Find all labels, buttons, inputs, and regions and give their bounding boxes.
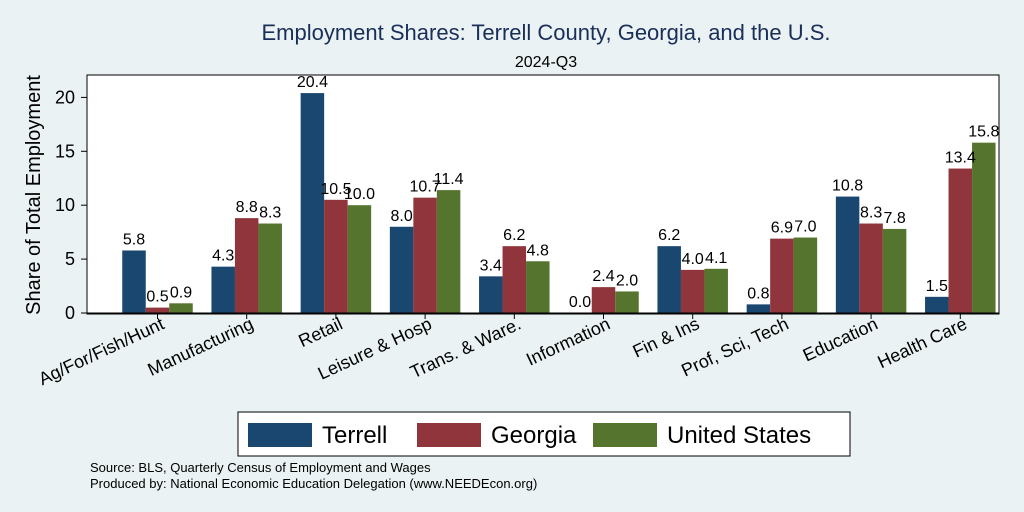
data-label: 4.3	[212, 248, 234, 265]
data-label: 4.1	[705, 250, 727, 267]
bar	[258, 223, 282, 313]
data-label: 10.8	[832, 178, 863, 195]
data-label: 6.2	[503, 227, 525, 244]
bar	[882, 228, 907, 313]
data-label: 2.4	[592, 268, 614, 285]
bar	[526, 261, 550, 313]
data-label: 0.8	[747, 285, 769, 302]
data-label: 8.3	[259, 205, 281, 222]
bar	[835, 196, 860, 313]
data-label: 11.4	[434, 171, 464, 188]
y-tick-label: 5	[65, 249, 75, 269]
y-axis: 0 5 10 15 20	[55, 75, 88, 323]
bar	[300, 93, 325, 313]
bar	[793, 237, 818, 313]
bar	[234, 218, 259, 313]
bar	[347, 205, 372, 313]
data-label: 7.0	[794, 219, 816, 236]
bar	[122, 250, 146, 313]
legend-box	[237, 411, 851, 457]
y-axis-label: Share of Total Employment	[23, 75, 45, 315]
bar	[502, 246, 527, 313]
data-label: 15.8	[968, 124, 999, 141]
data-label: 6.9	[771, 220, 793, 237]
data-label: 0.9	[170, 284, 192, 301]
bar	[746, 304, 771, 313]
bar	[770, 238, 794, 313]
chart-subtitle: 2024-Q3	[515, 54, 577, 71]
legend-swatch	[593, 423, 657, 447]
data-label: 0.5	[146, 289, 168, 306]
bar	[948, 168, 973, 313]
legend-label: Terrell	[322, 422, 387, 449]
data-label: 8.3	[860, 205, 882, 222]
data-label: 3.4	[480, 257, 502, 274]
data-label: 0.0	[569, 294, 591, 311]
bar	[925, 296, 949, 313]
bar	[657, 246, 681, 313]
bars	[122, 93, 996, 313]
data-labels: 5.80.5 0.94.38.8 8.320.410.510.08.010.711.…	[123, 74, 1000, 311]
y-tick-label: 20	[55, 87, 75, 107]
data-label: 10.7	[410, 179, 441, 196]
data-label: 13.4	[945, 150, 976, 167]
data-label: 8.8	[236, 199, 258, 216]
data-label: 8.0	[390, 208, 412, 225]
source-line-1: Source: BLS, Quarterly Census of Employm…	[90, 460, 431, 475]
y-tick-label: 0	[65, 303, 75, 323]
data-label: 4.0	[682, 251, 704, 268]
bar	[169, 303, 193, 313]
bar	[680, 269, 705, 313]
data-label: 2.0	[616, 272, 638, 289]
bar	[145, 307, 170, 313]
bar	[859, 223, 883, 313]
bar	[389, 226, 414, 313]
bar	[436, 190, 461, 313]
bar	[615, 291, 639, 313]
legend: Terrell Georgia United States	[237, 411, 851, 457]
source-line-2: Produced by: National Economic Education…	[90, 476, 537, 491]
legend-label: United States	[667, 422, 811, 449]
bar	[591, 287, 616, 313]
y-tick-label: 10	[55, 195, 75, 215]
data-label: 1.5	[926, 278, 948, 295]
data-label: 5.8	[123, 231, 145, 248]
bar	[704, 268, 728, 313]
y-tick-label: 15	[55, 141, 75, 161]
chart-title: Employment Shares: Terrell County, Georg…	[261, 20, 830, 45]
bar	[479, 276, 503, 313]
legend-swatch	[248, 423, 312, 447]
bar	[324, 199, 348, 313]
legend-label: Georgia	[491, 422, 577, 449]
data-label: 10.0	[344, 186, 375, 203]
data-label: 7.8	[883, 210, 905, 227]
bar	[211, 266, 235, 313]
bar	[972, 142, 996, 313]
data-label: 6.2	[658, 227, 680, 244]
legend-swatch	[417, 423, 481, 447]
data-label: 4.8	[527, 242, 549, 259]
data-label: 10.5	[320, 181, 351, 198]
bar	[413, 197, 437, 313]
data-label: 20.4	[297, 74, 328, 91]
